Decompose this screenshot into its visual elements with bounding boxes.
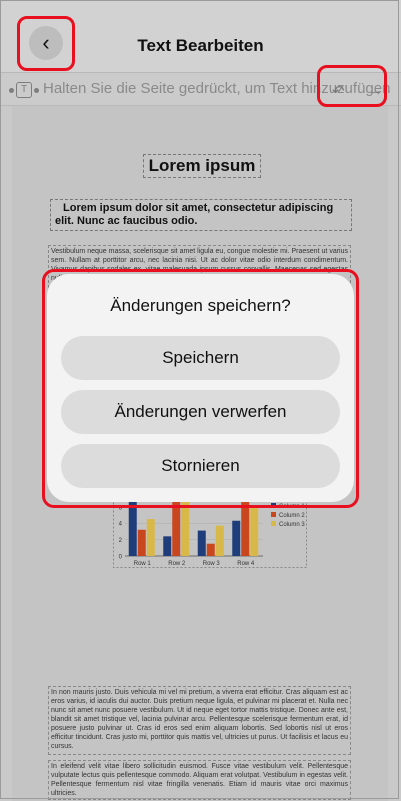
chart-bar	[181, 478, 190, 556]
chart-bar	[241, 482, 250, 556]
toolbar-dot-right	[34, 88, 39, 93]
navigation-bar: ‹ Text Bearbeiten	[0, 0, 401, 72]
toolbar-dot-left	[9, 88, 14, 93]
chart-bar	[215, 525, 224, 556]
text-toolbar: T Halten Sie die Seite gedrückt, um Text…	[0, 72, 401, 106]
cancel-button[interactable]: Stornieren	[61, 444, 340, 488]
paragraph-2[interactable]: In non mauris justo. Duis vehicula mi ve…	[48, 686, 351, 755]
chart-bar	[197, 530, 206, 556]
x-tick-label: Row 2	[168, 561, 186, 567]
document-title[interactable]: Lorem ipsum	[143, 154, 261, 178]
legend-swatch	[271, 521, 276, 526]
y-tick-label: 0	[119, 555, 123, 561]
document-subtitle[interactable]: Lorem ipsum dolor sit amet, consectetur …	[50, 199, 352, 231]
page-title: Text Bearbeiten	[137, 36, 264, 55]
discard-changes-button[interactable]: Änderungen verwerfen	[61, 390, 340, 434]
chart-bar	[137, 529, 146, 556]
y-tick-label: 2	[119, 538, 123, 544]
undo-icon[interactable]: ↶	[332, 83, 345, 100]
x-tick-label: Row 4	[237, 561, 255, 567]
y-tick-label: 6	[119, 505, 123, 511]
back-button[interactable]: ‹	[29, 26, 63, 60]
save-button[interactable]: Speichern	[61, 336, 340, 380]
save-changes-dialog: Änderungen speichern? Speichern Änderung…	[47, 274, 354, 502]
chart-bar	[163, 536, 172, 556]
paragraph-3[interactable]: In eleifend velit vitae libero sollicitu…	[48, 760, 351, 800]
x-tick-label: Row 3	[203, 561, 221, 567]
dialog-highlight	[42, 269, 359, 508]
undo-redo-controls[interactable]: ↶ →	[317, 65, 387, 107]
dialog-title: Änderungen speichern?	[110, 296, 291, 315]
add-text-hint: Halten Sie die Seite gedrückt, um Text h…	[43, 80, 391, 97]
legend-swatch	[271, 512, 276, 517]
legend-label: Column 2	[279, 513, 305, 519]
chart-bar	[250, 505, 259, 556]
x-tick-label: Row 1	[134, 561, 152, 567]
chart-bar	[128, 481, 137, 556]
legend-label: Column 3	[279, 522, 305, 528]
back-button-highlight[interactable]: ‹	[17, 16, 75, 71]
chart-bar	[232, 520, 241, 556]
chart-bar	[146, 519, 155, 556]
redo-icon[interactable]: →	[368, 82, 383, 99]
y-tick-label: 4	[119, 522, 123, 528]
text-tool-icon[interactable]: T	[16, 82, 32, 98]
chart-bar	[206, 543, 215, 556]
chevron-left-icon: ‹	[42, 30, 50, 55]
chart-bar	[172, 483, 181, 556]
